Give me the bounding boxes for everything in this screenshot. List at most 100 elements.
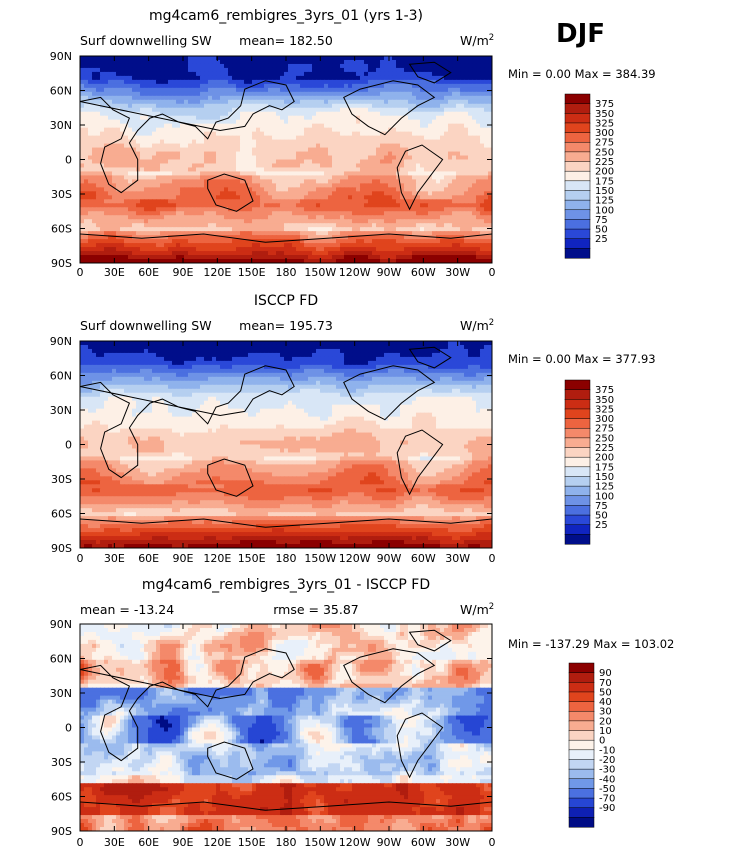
- field-cell: [268, 171, 273, 177]
- field-cell: [100, 139, 105, 145]
- field-cell: [404, 131, 409, 137]
- field-cell: [196, 83, 201, 89]
- field-cell: [428, 119, 433, 125]
- field-cell: [208, 247, 213, 252]
- field-cell: [180, 59, 185, 65]
- field-cell: [256, 56, 261, 61]
- field-cell: [116, 67, 121, 73]
- field-cell: [372, 103, 377, 109]
- field-cell: [360, 195, 365, 200]
- field-cell: [308, 63, 313, 69]
- field-cell: [176, 159, 181, 165]
- field-cell: [256, 199, 261, 204]
- field-cell: [320, 179, 325, 184]
- field-cell: [196, 95, 201, 101]
- field-cell: [252, 207, 257, 212]
- field-cell: [228, 151, 233, 157]
- field-cell: [252, 239, 257, 244]
- field-cell: [196, 71, 201, 77]
- field-cell: [180, 147, 185, 153]
- field-cell: [364, 187, 369, 192]
- field-cell: [272, 155, 277, 161]
- field-cell: [172, 75, 177, 81]
- field-cell: [348, 83, 353, 89]
- field-cell: [80, 215, 85, 220]
- field-cell: [192, 179, 197, 184]
- field-cell: [140, 187, 145, 192]
- field-cell: [124, 135, 129, 141]
- field-cell: [192, 63, 197, 69]
- field-cell: [292, 135, 297, 141]
- field-cell: [84, 159, 89, 165]
- field-cell: [404, 187, 409, 192]
- field-cell: [168, 63, 173, 69]
- field-cell: [392, 111, 397, 117]
- field-cell: [296, 135, 301, 141]
- field-cell: [116, 151, 121, 157]
- field-cell: [448, 167, 453, 173]
- field-cell: [132, 79, 137, 85]
- field-cell: [108, 139, 113, 145]
- field-cell: [184, 139, 189, 145]
- field-cell: [404, 191, 409, 196]
- field-cell: [372, 215, 377, 220]
- field-cell: [288, 211, 293, 216]
- field-cell: [104, 71, 109, 77]
- field-cell: [456, 63, 461, 69]
- field-cell: [212, 75, 217, 81]
- field-cell: [320, 155, 325, 161]
- field-cell: [348, 71, 353, 77]
- field-cell: [172, 63, 177, 69]
- field-cell: [168, 123, 173, 129]
- field-cell: [160, 135, 165, 141]
- field-cell: [84, 115, 89, 121]
- field-cell: [468, 163, 473, 169]
- field-cell: [488, 227, 492, 232]
- field-cell: [480, 103, 485, 109]
- field-cell: [188, 227, 193, 232]
- field-cell: [108, 59, 113, 65]
- field-cell: [192, 143, 197, 149]
- field-cell: [224, 203, 229, 208]
- field-cell: [116, 147, 121, 153]
- field-cell: [360, 159, 365, 165]
- field-cell: [104, 115, 109, 121]
- field-cell: [312, 127, 317, 133]
- field-cell: [148, 243, 153, 248]
- field-cell: [92, 71, 97, 77]
- field-cell: [368, 127, 373, 133]
- field-cell: [468, 67, 473, 73]
- field-cell: [232, 131, 237, 137]
- field-cell: [416, 91, 421, 97]
- field-cell: [420, 91, 425, 97]
- field-cell: [172, 151, 177, 157]
- field-cell: [384, 123, 389, 129]
- field-cell: [332, 123, 337, 129]
- field-cell: [364, 199, 369, 204]
- field-cell: [136, 131, 141, 137]
- field-cell: [192, 163, 197, 169]
- field-cell: [268, 91, 273, 97]
- field-cell: [448, 119, 453, 125]
- field-cell: [464, 227, 469, 232]
- field-cell: [128, 91, 133, 97]
- field-cell: [432, 195, 437, 200]
- field-cell: [376, 135, 381, 141]
- field-cell: [352, 231, 357, 236]
- field-cell: [280, 203, 285, 208]
- field-cell: [452, 63, 457, 69]
- field-cell: [288, 103, 293, 109]
- field-cell: [444, 175, 449, 180]
- field-cell: [440, 203, 445, 208]
- field-cell: [356, 83, 361, 89]
- field-cell: [156, 56, 161, 61]
- field-cell: [356, 99, 361, 105]
- field-cell: [468, 171, 473, 177]
- field-cell: [264, 56, 269, 61]
- units-superscript: 2: [489, 33, 494, 43]
- field-cell: [352, 151, 357, 157]
- field-cell: [464, 131, 469, 137]
- field-cell: [252, 151, 257, 157]
- field-cell: [448, 243, 453, 248]
- field-cell: [300, 71, 305, 77]
